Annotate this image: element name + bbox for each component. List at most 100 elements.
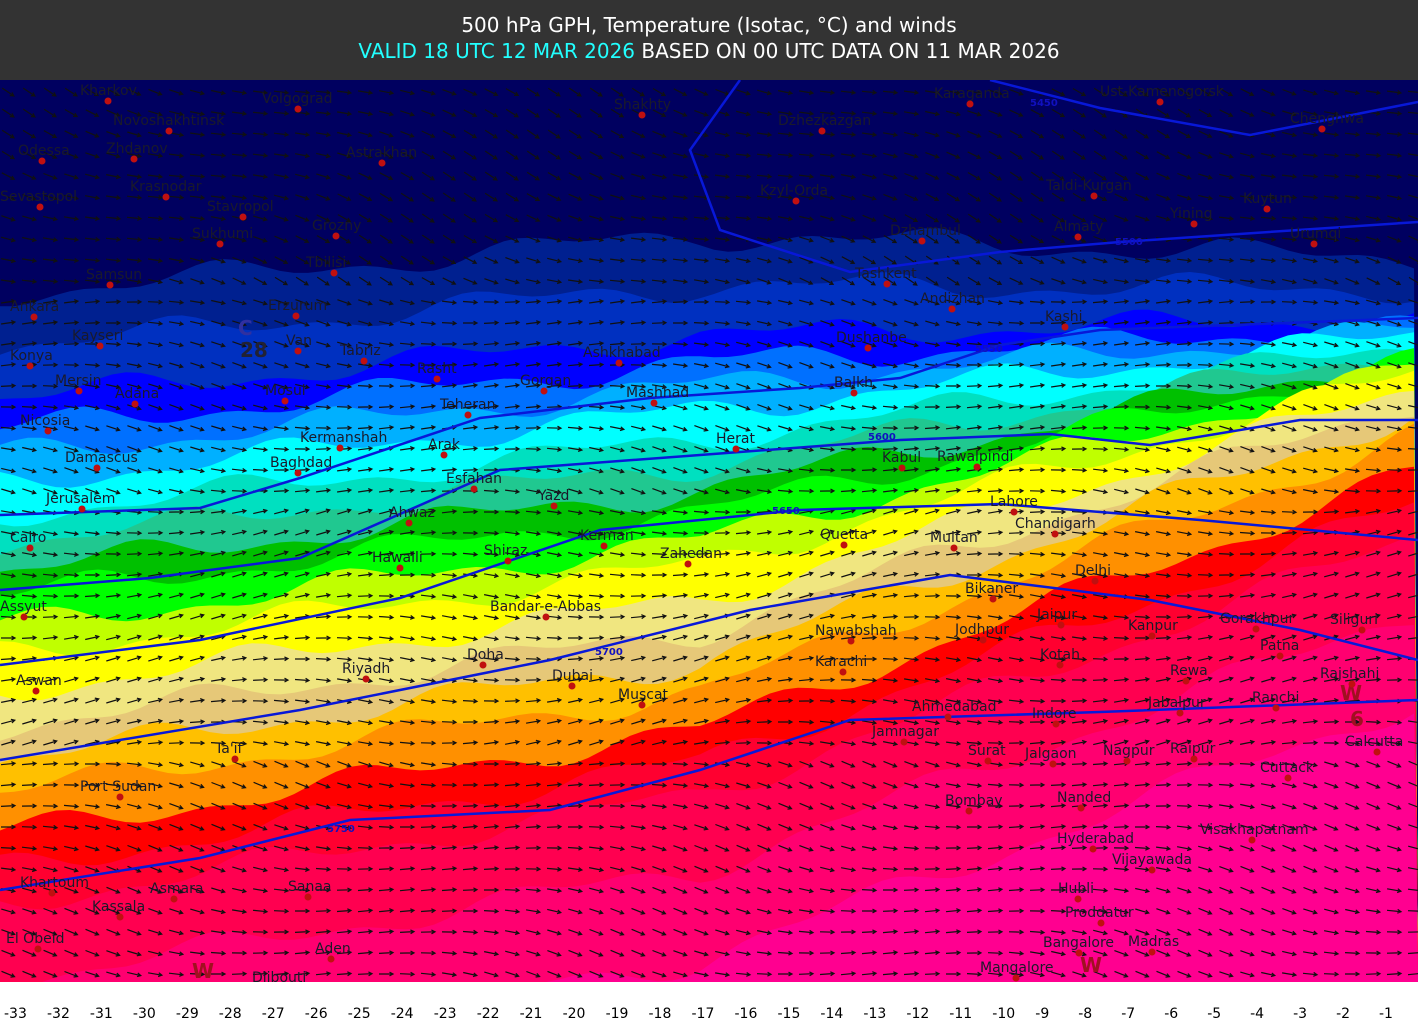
city-label: Dzhezkazgan	[778, 113, 871, 129]
wind-field	[0, 87, 1418, 978]
colorbar-label: -24	[391, 1006, 414, 1022]
city-label: Dushanbe	[836, 330, 907, 346]
city-label: Van	[286, 333, 312, 349]
city-dot	[294, 469, 302, 477]
city-dot	[20, 613, 28, 621]
city-dot	[332, 232, 340, 240]
city-dot	[130, 155, 138, 163]
city-label: Aswan	[16, 673, 62, 689]
city-label: Rasht	[417, 361, 457, 377]
map-title: 500 hPa GPH, Temperature (Isotac, °C) an…	[461, 13, 956, 37]
city-label: Urumqi	[1290, 226, 1341, 242]
colorbar-label: -28	[219, 1006, 242, 1022]
city-dot	[1074, 233, 1082, 241]
colorbar-label: -14	[820, 1006, 843, 1022]
city-dot	[1148, 948, 1156, 956]
city-label: Mangalore	[980, 960, 1054, 976]
colorbar-label: -8	[1078, 1006, 1092, 1022]
city-label: Esfahan	[446, 471, 502, 487]
city-label: Jabalpur	[1147, 695, 1206, 711]
city-dot	[36, 203, 44, 211]
city-dot	[470, 485, 478, 493]
city-label: Adana	[115, 386, 159, 402]
city-dot	[948, 305, 956, 313]
city-dot	[898, 464, 906, 472]
city-dot	[1310, 240, 1318, 248]
city-label: Ust-Kamenogorsk	[1100, 84, 1225, 100]
city-dot	[239, 213, 247, 221]
base-time: BASED ON 00 UTC DATA ON 11 MAR 2026	[641, 39, 1059, 63]
city-label: Jerusalem	[45, 491, 115, 507]
city-label: Surat	[968, 743, 1006, 759]
city-label: Aden	[315, 941, 351, 957]
city-dot	[1012, 974, 1020, 982]
contour-line	[0, 573, 1418, 762]
city-label: Doha	[467, 647, 504, 663]
city-label: Kassala	[92, 899, 145, 915]
city-dot	[847, 637, 855, 645]
city-label: Assyut	[0, 599, 47, 615]
colorbar-label: -4	[1250, 1006, 1264, 1022]
contour-line	[0, 316, 1418, 517]
city-label: Rawalpindi	[937, 449, 1013, 465]
city-dot	[883, 280, 891, 288]
city-dot	[292, 312, 300, 320]
city-dot	[131, 400, 139, 408]
city-label: Calcutta	[1345, 734, 1403, 750]
city-label: Madras	[1128, 934, 1179, 950]
city-dot	[568, 682, 576, 690]
colorbar-label: -17	[692, 1006, 715, 1022]
city-dot	[1190, 220, 1198, 228]
city-label: Bangalore	[1043, 935, 1114, 951]
city-label: Astrakhan	[346, 145, 417, 161]
city-dot	[1051, 530, 1059, 538]
city-label: Sevastopol	[0, 189, 77, 205]
city-dot	[918, 237, 926, 245]
city-label: Krasnodar	[130, 179, 202, 195]
city-dot	[989, 595, 997, 603]
city-label: Kabul	[882, 450, 921, 466]
colorbar-label: -3	[1293, 1006, 1307, 1022]
city-dot	[170, 895, 178, 903]
city-label: Mersin	[55, 373, 102, 389]
city-label: Stavropol	[207, 199, 274, 215]
city-dot	[1097, 919, 1105, 927]
pressure-symbol: 28	[240, 338, 268, 362]
city-dot	[116, 913, 124, 921]
city-dot	[1061, 323, 1069, 331]
colorbar-label: -12	[906, 1006, 929, 1022]
colorbar-bg	[0, 982, 1418, 1024]
colorbar-label: -22	[477, 1006, 500, 1022]
city-dot	[1056, 661, 1064, 669]
city-label: Samsun	[86, 267, 142, 283]
city-label: Bandar-e-Abbas	[490, 599, 601, 615]
valid-time: VALID 18 UTC 12 MAR 2026	[358, 39, 635, 63]
city-dot	[32, 687, 40, 695]
colorbar-label: -1	[1379, 1006, 1393, 1022]
colorbar-label: -31	[90, 1006, 113, 1022]
city-label: Gorakhpur	[1220, 611, 1294, 627]
colorbar-label: -16	[735, 1006, 758, 1022]
city-dot	[542, 613, 550, 621]
city-dot	[638, 111, 646, 119]
city-label: Zhdanov	[106, 141, 168, 157]
city-label: Kashi	[1045, 309, 1083, 325]
city-dot	[304, 893, 312, 901]
city-label: Siliguri	[1330, 612, 1378, 628]
city-dot	[30, 313, 38, 321]
city-dot	[965, 807, 973, 815]
city-dot	[1248, 836, 1256, 844]
city-dot	[34, 945, 42, 953]
contour-label: 5450	[1030, 98, 1058, 109]
city-dot	[327, 955, 335, 963]
city-dot	[231, 755, 239, 763]
city-dot	[1148, 866, 1156, 874]
city-label: Ankara	[10, 299, 59, 315]
city-dot	[1075, 949, 1083, 957]
colorbar-label: -13	[863, 1006, 886, 1022]
city-label: Tbilisi	[305, 255, 346, 271]
colorbar-label: -5	[1207, 1006, 1221, 1022]
city-label: Lahore	[990, 494, 1038, 510]
city-dot	[1077, 804, 1085, 812]
